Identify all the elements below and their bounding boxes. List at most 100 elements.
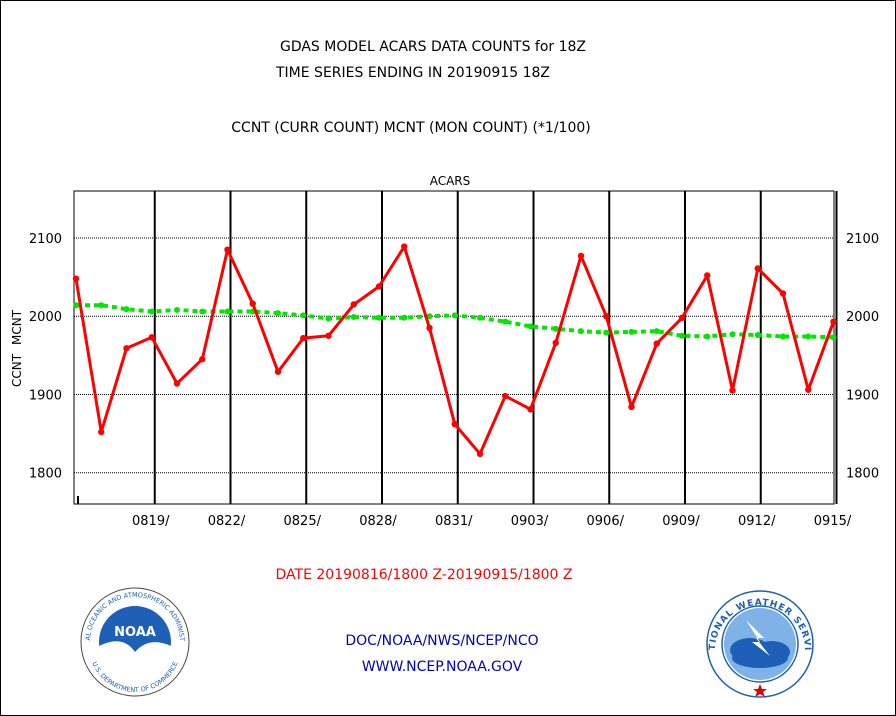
data-point-ccnt <box>729 387 736 394</box>
series-ccnt <box>72 243 837 458</box>
data-point-ccnt <box>148 334 155 341</box>
data-point-ccnt <box>451 420 458 428</box>
website-label: WWW.NCEP.NOAA.GOV <box>361 659 523 675</box>
data-point-mcnt <box>603 329 610 336</box>
data-point-mcnt <box>729 331 736 338</box>
y-tick-label-right: 2000 <box>846 310 879 325</box>
data-point-ccnt <box>476 450 484 458</box>
data-point-ccnt <box>603 313 610 320</box>
chart-title-line1: GDAS MODEL ACARS DATA COUNTS for 18Z <box>279 39 587 55</box>
data-point-ccnt <box>653 340 660 347</box>
data-point-mcnt <box>628 328 635 335</box>
data-point-ccnt <box>274 368 282 375</box>
data-point-ccnt <box>123 345 130 352</box>
data-point-mcnt <box>174 306 180 313</box>
x-tick-label: 0912/ <box>738 514 776 529</box>
data-point-mcnt <box>552 325 559 332</box>
data-point-mcnt <box>830 334 837 341</box>
x-tick-layer: 0819/0822/0825/0828/0831/0903/0906/0909/… <box>132 514 852 529</box>
data-point-ccnt <box>426 324 433 332</box>
data-point-ccnt <box>173 380 181 387</box>
nws-logo: NATIONAL WEATHER SERVICE <box>706 590 814 698</box>
data-point-mcnt <box>477 314 483 321</box>
data-point-ccnt <box>754 265 761 272</box>
y-tick-label-left: 2100 <box>29 232 62 247</box>
data-point-ccnt <box>552 339 559 347</box>
data-point-ccnt <box>199 356 206 363</box>
data-point-mcnt <box>780 333 786 340</box>
noaa-logo: NOAA NATIONAL OCEANIC AND ATMOSPHERIC AD… <box>80 587 190 697</box>
noaa-logo-center-text: NOAA <box>114 625 156 640</box>
data-point-ccnt <box>224 246 231 253</box>
x-tick-label: 0903/ <box>511 514 549 529</box>
panel-title: ACARS <box>430 174 471 188</box>
y-tick-label-right: 2100 <box>846 232 879 247</box>
y-tick-label-left: 1900 <box>29 388 62 403</box>
series-layer <box>72 243 837 458</box>
y-tick-label-right: 1900 <box>846 388 879 403</box>
data-point-ccnt <box>527 406 534 413</box>
x-tick-label: 0822/ <box>208 514 246 529</box>
data-point-ccnt <box>98 428 105 436</box>
x-tick-label: 0831/ <box>435 514 473 529</box>
data-point-mcnt <box>123 306 130 313</box>
y-tick-label-left: 2000 <box>29 310 62 325</box>
data-point-mcnt <box>527 323 534 330</box>
data-point-mcnt <box>578 328 584 335</box>
data-point-mcnt <box>275 310 281 317</box>
data-point-mcnt <box>653 328 660 335</box>
series-mcnt <box>73 302 837 341</box>
org-label: DOC/NOAA/NWS/NCEP/NCO <box>345 633 539 649</box>
data-point-ccnt <box>704 272 711 279</box>
data-point-mcnt <box>401 314 408 321</box>
data-point-mcnt <box>376 314 382 321</box>
data-point-ccnt <box>678 314 686 321</box>
data-point-ccnt <box>577 252 585 260</box>
data-point-mcnt <box>805 333 812 340</box>
data-point-mcnt <box>325 315 332 322</box>
data-point-ccnt <box>830 318 837 325</box>
data-point-mcnt <box>224 308 231 315</box>
chart-subtitle: CCNT (CURR COUNT) MCNT (MON COUNT) (*1/1… <box>231 120 591 136</box>
x-tick-label: 0819/ <box>132 514 170 529</box>
data-point-ccnt <box>72 275 80 282</box>
x-tick-label: 0906/ <box>587 514 625 529</box>
data-point-ccnt <box>249 300 256 307</box>
data-point-ccnt <box>401 243 408 250</box>
data-point-mcnt <box>148 308 155 315</box>
x-tick-label: 0828/ <box>359 514 397 529</box>
data-point-mcnt <box>73 302 79 309</box>
data-point-mcnt <box>754 331 761 338</box>
data-point-mcnt <box>300 312 307 319</box>
ylabel-mcnt: MCNT <box>10 309 24 345</box>
data-point-ccnt <box>325 332 332 339</box>
plot-frame <box>73 190 835 505</box>
data-point-mcnt <box>502 318 509 325</box>
x-tick-label: 0825/ <box>284 514 322 529</box>
x-tick-label: 0909/ <box>662 514 700 529</box>
chart-title-line2: TIME SERIES ENDING IN 20190915 18Z <box>276 65 550 81</box>
y-tick-label-left: 1800 <box>29 467 62 482</box>
data-point-mcnt <box>426 313 433 320</box>
date-range-label: DATE 20190816/1800 Z-20190915/1800 Z <box>275 567 573 583</box>
x-tick-label: 0915/ <box>814 514 852 529</box>
data-point-ccnt <box>502 392 509 400</box>
y-tick-label-right: 1800 <box>846 467 879 482</box>
y-tick-layer: 1800 1800 1900 1900 2000 2000 2100 2100 <box>29 232 879 482</box>
grid-layer <box>74 191 838 504</box>
data-point-ccnt <box>375 283 383 290</box>
data-point-mcnt <box>98 302 105 309</box>
data-point-mcnt <box>704 333 711 340</box>
data-point-mcnt <box>679 332 685 339</box>
data-point-ccnt <box>350 301 357 308</box>
data-point-ccnt <box>628 403 635 411</box>
data-point-ccnt <box>300 334 307 342</box>
data-point-mcnt <box>350 313 357 320</box>
data-point-ccnt <box>805 386 812 393</box>
data-point-mcnt <box>199 308 206 315</box>
data-point-ccnt <box>779 290 787 297</box>
data-point-mcnt <box>451 312 458 319</box>
ylabel-ccnt: CCNT <box>10 353 24 387</box>
